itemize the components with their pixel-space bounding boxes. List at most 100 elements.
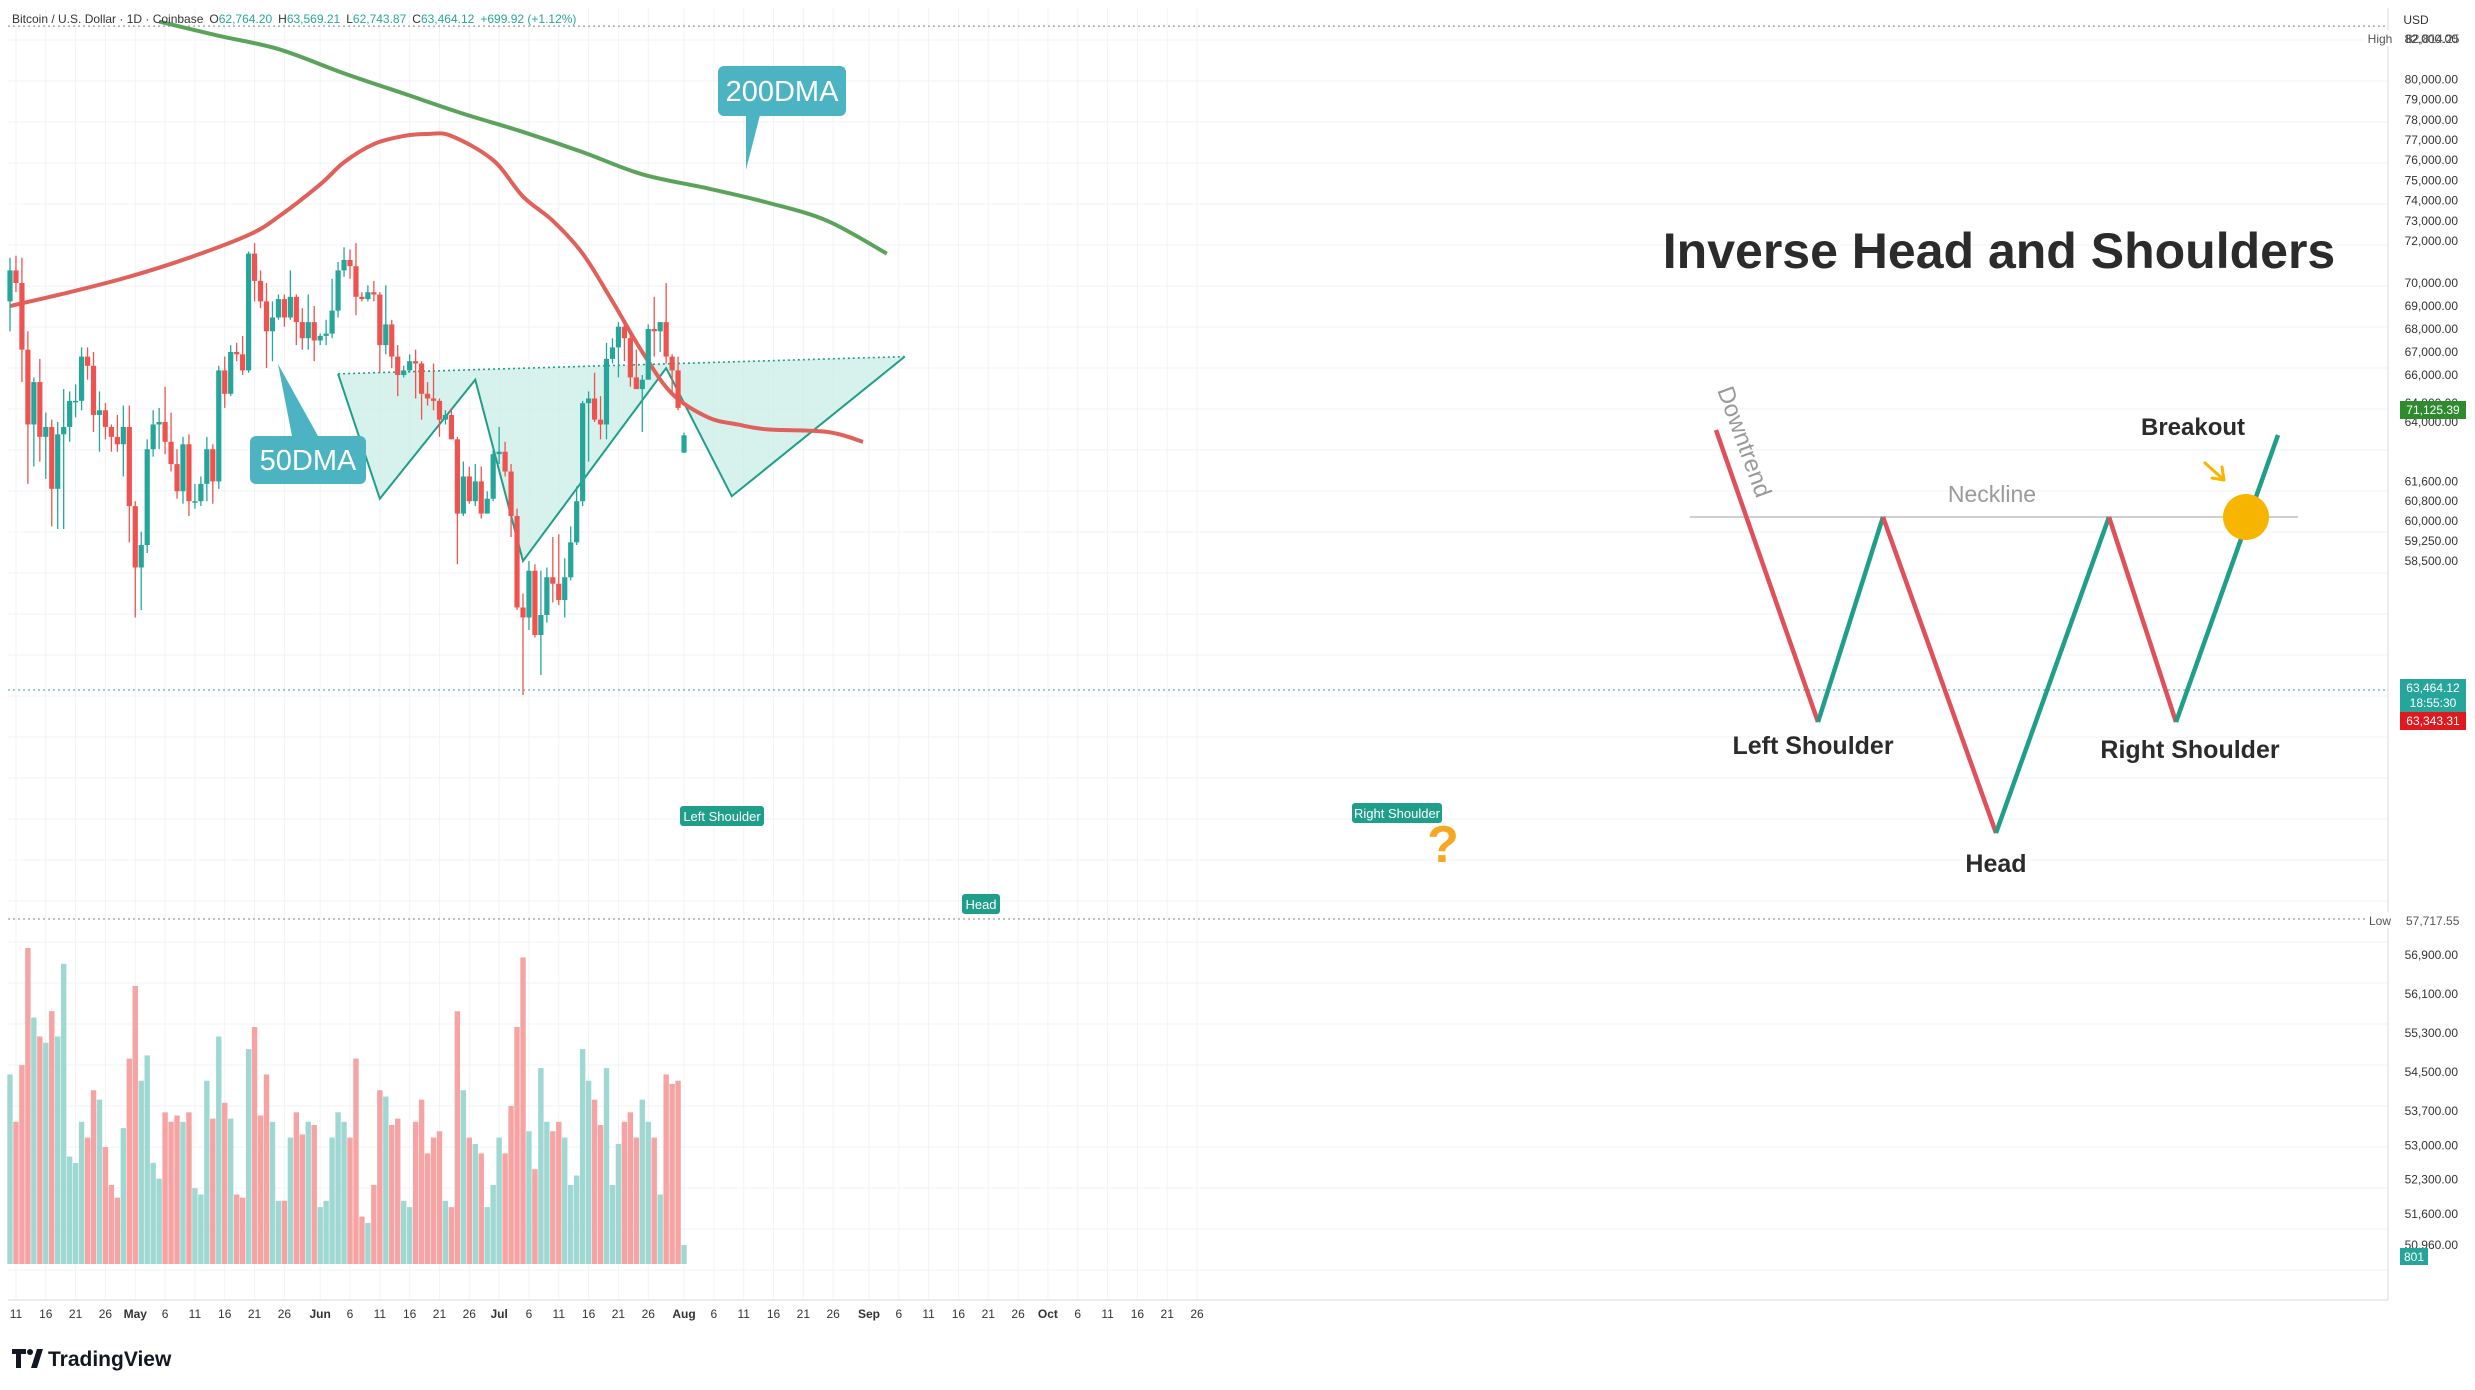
candle-body [335,270,341,311]
candle-body [67,400,73,427]
ma50-price-label: 63,343.31 [2400,712,2466,730]
candle-body [329,310,335,334]
volume-bar [13,1121,19,1264]
price-tick-label: 56,100.00 [2405,987,2459,1001]
time-tick-label: 16 [1131,1307,1145,1321]
candle-body [299,322,305,339]
candle-body [639,379,645,390]
symbol-legend: Bitcoin / U.S. Dollar · 1D · Coinbase O62… [12,12,576,26]
volume-bar [412,1121,419,1264]
volume-bar [353,1058,359,1264]
volume-bar [573,1175,580,1264]
candle-body [669,356,675,371]
open-value: 62,764.20 [219,12,273,26]
time-tick-label: 6 [711,1307,718,1321]
volume-bar [597,1124,604,1264]
candle-body [663,322,669,357]
volume-bar [544,1121,550,1264]
price-axis[interactable]: 82,000.00 80,000.00 79,000.00 78,000.00 77,0… [2405,32,2459,1252]
volume-bar [377,1090,383,1264]
volume-bar [400,1200,407,1264]
time-tick-label: Jun [310,1307,331,1321]
time-tick-label: 21 [69,1307,83,1321]
candle-body [246,253,252,371]
ma50-callout: 50DMA [250,364,366,484]
time-tick-label: 11 [10,1307,23,1321]
candle-body [275,299,282,318]
price-tick-label: 60,000.00 [2405,514,2459,528]
volume-bar [31,1017,37,1264]
price-tick-label: 61,600.00 [2405,474,2459,488]
currency-label[interactable]: USD [2403,13,2429,27]
volume-bar [669,1083,675,1264]
price-tick-label: 73,000.00 [2405,214,2459,228]
volume-bar [126,1058,132,1264]
time-tick-label: 16 [952,1307,966,1321]
price-tick-label: 77,000.00 [2405,133,2459,147]
price-tick-label: 54,500.00 [2405,1065,2459,1079]
candle-body [240,354,246,371]
candle-body [102,410,109,427]
candle-body [544,577,550,615]
inverse-head-shoulders-pattern [337,355,906,564]
candle-body [114,436,120,445]
right-shoulder-tag-label: Right Shoulder [1354,806,1441,821]
candle-body [633,377,639,390]
volume-bar [359,1216,365,1264]
candle-body [347,259,353,267]
candle-body [257,280,264,302]
candle-body [418,363,425,394]
volume-bar [102,1147,109,1264]
candle-body [73,400,79,403]
time-axis[interactable]: 11 16 21 26 May 6 11 16 21 26 Jun 6 11 16 21 26 Jul 6 11 16… [10,1307,1204,1321]
candle-body [144,449,150,545]
volume-bar [460,1090,467,1264]
time-tick-label: May [124,1307,148,1321]
volume-bar [192,1188,198,1264]
time-tick-label: 26 [642,1307,656,1321]
volume-bar [418,1099,425,1264]
candle-body [484,498,490,514]
candle-body [7,270,13,302]
volume-bar [251,1027,258,1264]
volume-bar [675,1080,681,1264]
candle-body [341,259,347,271]
volume-bar [466,1137,473,1264]
time-tick-label: 16 [767,1307,781,1321]
candle-body [615,326,622,348]
diagram-left-shoulder-up [1815,516,1886,723]
time-tick-label: 21 [433,1307,447,1321]
volume-bar [55,1036,61,1264]
candle-body [413,361,419,364]
tradingview-logo[interactable]: TradingView [12,1348,172,1371]
volume-bar [66,1156,73,1264]
volume-bar [484,1207,490,1264]
candle-body [574,501,580,543]
time-tick-label: 21 [612,1307,626,1321]
candle-body [395,356,401,375]
time-tick-label: 11 [737,1307,750,1321]
volume-bar [222,1102,228,1264]
volume-bar [430,1137,437,1264]
volume-value: 801 [2404,1250,2424,1264]
volume-bar [615,1143,622,1264]
high-value-label: 82,814.25 [2406,32,2460,46]
time-tick-label: 6 [526,1307,533,1321]
volume-bar [502,1153,508,1264]
time-tick-label: 6 [1074,1307,1081,1321]
time-tick-label: 26 [463,1307,477,1321]
time-tick-label: Jul [490,1307,507,1321]
candle-body [234,352,240,355]
ma50-label: 50DMA [260,445,357,477]
diagram-neckline-label: Neckline [1948,481,2036,507]
volume-bar [43,1042,49,1264]
time-tick-label: 26 [826,1307,840,1321]
question-mark: ? [1427,816,1459,874]
candle-body [436,400,443,420]
low-value-label: 57,717.55 [2406,914,2460,928]
candle-body [126,426,132,507]
volume-bar [90,1090,97,1264]
price-tick-label: 70,000.00 [2405,276,2459,290]
time-tick-label: 21 [248,1307,262,1321]
candle-body [156,422,162,425]
